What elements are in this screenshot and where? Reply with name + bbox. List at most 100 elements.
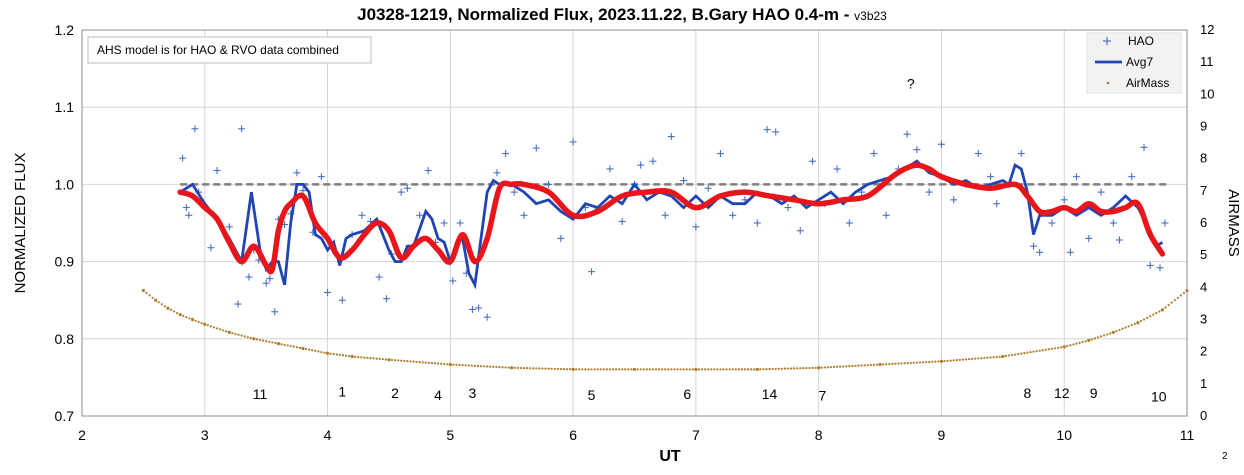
legend-hao-label: HAO <box>1128 34 1154 48</box>
airmass-dot-129 <box>538 367 541 370</box>
airmass-dot-44 <box>277 342 280 345</box>
hao-point-55 <box>606 165 614 173</box>
hao-point-85 <box>950 196 958 204</box>
hao-point-35 <box>424 167 432 175</box>
hao-point-84 <box>937 140 945 148</box>
airmass-dot-258 <box>934 360 937 363</box>
hao-point-59 <box>649 157 657 165</box>
airmass-dot-221 <box>820 366 823 369</box>
model-note: AHS model is for HAO & RVO data combined <box>87 36 372 64</box>
airmass-dot-296 <box>1050 347 1054 350</box>
airmass-dot-201 <box>759 368 762 371</box>
airmass-dot-40 <box>265 340 268 343</box>
airmass-dot-30 <box>234 332 237 336</box>
hao-point-23 <box>324 288 332 296</box>
airmass-dot-48 <box>289 344 292 348</box>
airmass-dot-171 <box>667 368 670 371</box>
airmass-dot-282 <box>1007 354 1011 357</box>
annotation-3: 4 <box>434 387 442 403</box>
airmass-dot-122 <box>516 366 519 370</box>
airmass-dot-333 <box>1164 306 1167 309</box>
hao-point-34 <box>416 211 424 219</box>
airmass-dot-273 <box>980 357 983 360</box>
hao-point-48 <box>532 144 540 152</box>
hao-point-69 <box>763 126 771 134</box>
y-tick-2: 0.9 <box>55 254 75 270</box>
airmass-dot-41 <box>268 340 271 343</box>
hao-point-58 <box>637 161 645 169</box>
airmass-dot-336 <box>1173 299 1176 302</box>
airmass-dot-254 <box>921 361 925 364</box>
hao-point-50 <box>557 234 565 242</box>
airmass-dot-114 <box>492 365 495 368</box>
hao-point-71 <box>784 204 792 212</box>
hao-point-38 <box>449 277 457 285</box>
airmass-dot-19 <box>200 322 203 325</box>
hao-point-15 <box>271 308 279 316</box>
airmass-dot-77 <box>378 357 381 361</box>
airmass-dot-141 <box>575 368 578 371</box>
airmass-dot-63 <box>335 353 338 356</box>
hao-point-45 <box>502 150 510 158</box>
airmass-dot-97 <box>440 362 443 365</box>
airmass-dot-116 <box>498 366 501 369</box>
airmass-dot-245 <box>894 362 897 365</box>
airmass-dot-251 <box>912 361 915 364</box>
hao-point-75 <box>833 165 841 173</box>
airmass-dot-246 <box>897 362 900 365</box>
airmass-dot-55 <box>311 349 314 352</box>
hao-point-9 <box>238 125 246 133</box>
hao-point-97 <box>1073 173 1080 181</box>
airmass-dot-6 <box>160 303 163 306</box>
airmass-dot-154 <box>614 368 618 371</box>
airmass-dot-134 <box>553 367 556 370</box>
hao-point-105 <box>1156 264 1164 272</box>
airmass-dot-79 <box>384 358 387 361</box>
annotation-8: 7 <box>818 388 826 404</box>
y2-tick-0: 0 <box>1200 408 1207 423</box>
airmass-dot-202 <box>762 368 765 371</box>
airmass-dot-82 <box>393 359 397 362</box>
airmass-dot-1 <box>145 291 148 295</box>
airmass-series <box>141 288 1189 371</box>
airmass-dot-284 <box>1014 353 1017 356</box>
airmass-dot-18 <box>197 320 200 324</box>
airmass-dot-188 <box>719 368 722 371</box>
airmass-dot-187 <box>716 368 719 371</box>
airmass-dot-214 <box>799 367 802 370</box>
x-tick-9: 11 <box>1180 427 1195 443</box>
airmass-dot-164 <box>645 368 648 371</box>
y2-tick-3: 3 <box>1200 312 1207 327</box>
airmass-dot-277 <box>992 356 995 359</box>
airmass-dot-271 <box>974 357 977 360</box>
hao-point-106 <box>1161 219 1169 227</box>
airmass-dot-14 <box>185 315 188 319</box>
hao-point-19 <box>293 169 301 177</box>
hao-point-95 <box>1060 196 1068 204</box>
airmass-dot-128 <box>535 367 538 370</box>
y2-tick-1: 1 <box>1200 376 1207 391</box>
airmass-dot-2 <box>148 294 151 297</box>
x-tick-labels: 2 3 4 5 6 7 8 9 10 11 <box>78 427 1194 443</box>
hao-point-92 <box>1030 242 1038 250</box>
airmass-dot-52 <box>301 347 305 350</box>
airmass-dot-326 <box>1142 318 1146 321</box>
airmass-dot-130 <box>541 367 544 370</box>
airmass-dot-259 <box>937 360 940 363</box>
airmass-dot-31 <box>237 333 240 336</box>
hao-point-63 <box>692 223 700 231</box>
airmass-dot-121 <box>513 366 516 369</box>
airmass-dot-8 <box>166 307 170 310</box>
hao-point-65 <box>716 150 724 158</box>
airmass-dot-162 <box>639 368 642 371</box>
hao-point-87 <box>974 150 982 158</box>
airmass-dot-186 <box>713 368 716 371</box>
hao-point-8 <box>234 300 242 308</box>
airmass-dot-291 <box>1035 350 1038 353</box>
airmass-dot-3 <box>151 296 154 299</box>
airmass-dot-260 <box>940 360 943 363</box>
plot-frame <box>81 29 1188 417</box>
airmass-dot-15 <box>188 317 191 320</box>
airmass-dot-287 <box>1023 352 1026 355</box>
